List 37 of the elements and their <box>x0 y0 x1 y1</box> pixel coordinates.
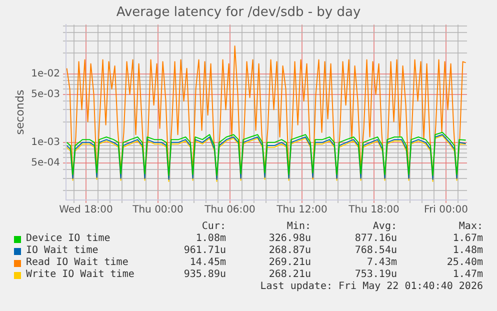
text: 753.19u <box>354 269 397 281</box>
text: 1.48m <box>452 245 483 257</box>
text: Last update: Fri May 22 01:40:40 2026 <box>260 281 483 293</box>
x-tick-label: Thu 00:00 <box>132 204 184 216</box>
y-axis-title: seconds <box>13 90 26 135</box>
text: 1.47m <box>452 269 483 281</box>
x-tick-label: Thu 12:00 <box>276 204 328 216</box>
text: 269.21u <box>268 257 311 269</box>
y-tick-label: 5e-04 <box>31 158 60 169</box>
text: Avg: <box>372 221 397 233</box>
text: 877.16u <box>354 233 397 245</box>
text: 14.45m <box>190 257 226 269</box>
x-tick-label: Thu 18:00 <box>348 204 400 216</box>
y-tick-label: 5e-03 <box>31 89 60 100</box>
text: 25.40m <box>446 257 483 269</box>
text: 268.21u <box>268 269 311 281</box>
text: 326.98u <box>268 233 311 245</box>
text: Cur: <box>202 221 226 233</box>
text: Max: <box>458 221 483 233</box>
text: 961.71u <box>184 245 226 257</box>
legend-label: Device IO time <box>26 233 110 245</box>
y-tick-label: 1e-03 <box>31 137 60 148</box>
chart-title: Average latency for /dev/sdb - by day <box>116 5 361 20</box>
text: Min: <box>286 221 311 233</box>
text: 1.67m <box>452 233 483 245</box>
y-tick-label: 1e-02 <box>31 68 60 80</box>
x-tick-label: Thu 06:00 <box>204 204 256 216</box>
legend-label: Read IO Wait time <box>26 257 128 269</box>
text: 768.54u <box>354 245 397 257</box>
text: 935.89u <box>184 269 226 281</box>
x-tick-label: Wed 18:00 <box>59 204 113 216</box>
text: 268.87u <box>268 245 311 257</box>
text: 1.08m <box>196 233 226 245</box>
text: 7.43m <box>366 257 397 269</box>
x-tick-label: Fri 00:00 <box>424 204 468 216</box>
legend-label: Write IO Wait time <box>26 269 134 281</box>
legend-label: IO Wait time <box>26 245 98 257</box>
